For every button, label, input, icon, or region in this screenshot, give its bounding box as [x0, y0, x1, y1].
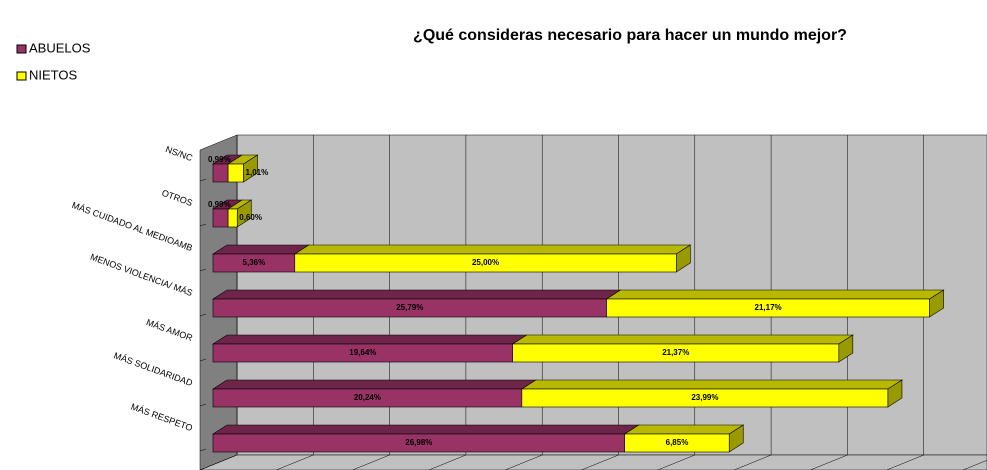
bar-top — [211, 244, 310, 255]
data-label: 0,99% — [208, 200, 231, 209]
bar-end — [728, 424, 744, 453]
bar-end — [838, 334, 854, 363]
y-tick-label: MENOS VIOLENCIA/ MÁS — [89, 252, 194, 298]
floor-grid-line — [352, 454, 390, 470]
y-tick — [199, 448, 207, 452]
data-label: 0,60% — [239, 213, 262, 222]
bar-top — [623, 424, 745, 435]
y-tick-label: OTROS — [160, 188, 194, 208]
bar-end — [887, 379, 903, 408]
legend-swatch — [16, 71, 27, 81]
y-tick-label: MÁS RESPETO — [130, 402, 194, 434]
y-tick — [199, 268, 207, 272]
data-label: 20,24% — [354, 393, 381, 402]
bar-top — [211, 424, 640, 435]
floor-grid-line — [199, 454, 238, 470]
bar — [212, 163, 229, 183]
bar-top — [211, 379, 537, 390]
legend-swatch — [16, 44, 27, 54]
y-tick — [199, 313, 207, 317]
bar-top — [520, 379, 903, 390]
y-tick — [199, 178, 207, 182]
floor-grid-line — [962, 460, 987, 470]
data-label: 1,01% — [246, 168, 269, 177]
bar-top — [293, 244, 692, 255]
legend-label: ABUELOS — [29, 40, 91, 55]
floor-grid-line — [505, 454, 543, 470]
floor-grid-line — [734, 454, 772, 470]
floor-grid-line — [428, 454, 466, 470]
bar-top — [211, 289, 622, 300]
data-label: 19,64% — [349, 348, 376, 357]
data-label: 5,36% — [243, 258, 266, 267]
y-tick — [199, 223, 207, 227]
data-label: 21,17% — [755, 303, 782, 312]
y-tick — [199, 358, 207, 362]
data-label: 21,37% — [662, 348, 689, 357]
floor-grid-line — [886, 454, 924, 470]
floor — [199, 454, 987, 470]
bar-top — [211, 334, 528, 345]
bar — [227, 163, 244, 183]
floor-grid-line — [657, 454, 695, 470]
y-tick-label: NS/NC — [164, 144, 194, 163]
floor-grid-line — [276, 454, 314, 470]
bar — [212, 208, 229, 228]
bar-top — [511, 334, 854, 345]
chart-title: ¿Qué consideras necesario para hacer un … — [413, 27, 847, 44]
bar — [227, 208, 238, 228]
floor-grid-line — [581, 454, 619, 470]
data-label: 26,98% — [405, 438, 432, 447]
bar-top — [605, 289, 945, 300]
data-label: 25,00% — [472, 258, 499, 267]
data-label: 23,99% — [691, 393, 718, 402]
y-tick-label: MÁS CUIDADO AL MEDIOAMB — [71, 200, 194, 253]
bar-end — [675, 244, 691, 273]
floor-grid-line — [810, 454, 848, 470]
bar-end — [243, 154, 258, 183]
legend-label: NIETOS — [29, 67, 77, 82]
data-label: 25,79% — [396, 303, 423, 312]
data-label: 0,99% — [208, 155, 231, 164]
y-tick-label: MÁS SOLIDARIDAD — [112, 350, 194, 388]
data-label: 6,85% — [666, 438, 689, 447]
y-tick-label: MÁS AMOR — [145, 317, 194, 343]
bar-end — [236, 199, 252, 228]
y-tick — [199, 403, 207, 407]
bar-end — [929, 289, 944, 318]
